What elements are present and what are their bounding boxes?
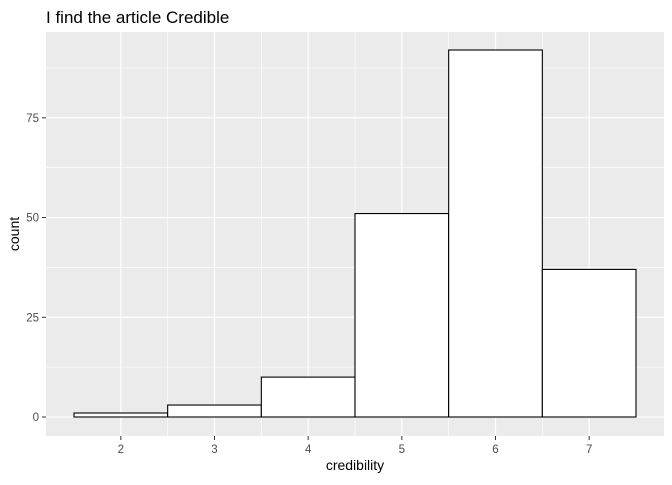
bar-7 — [541, 268, 637, 418]
x-tick-label: 3 — [211, 444, 217, 456]
bar-5 — [354, 213, 450, 418]
chart-title: I find the article Credible — [46, 8, 229, 27]
x-tick-label: 4 — [305, 444, 312, 456]
y-axis-ticks: 0 25 50 75 — [26, 113, 46, 424]
y-tick-label: 0 — [33, 412, 39, 424]
x-tick-label: 6 — [492, 444, 498, 456]
y-tick-label: 50 — [26, 213, 39, 225]
bar-6 — [448, 49, 543, 418]
bar-2 — [73, 412, 169, 418]
y-tick-label: 25 — [26, 312, 39, 324]
x-tick-label: 2 — [118, 444, 124, 456]
bars — [73, 49, 637, 418]
bar-4 — [260, 376, 356, 418]
y-tick-label: 75 — [26, 113, 39, 125]
x-axis-ticks: 2 3 4 5 6 7 — [118, 436, 592, 456]
bar-3 — [167, 404, 262, 418]
y-axis-title: count — [6, 217, 22, 251]
x-axis-title: credibility — [326, 457, 384, 473]
x-tick-label: 5 — [399, 444, 405, 456]
x-tick-label: 7 — [586, 444, 592, 456]
